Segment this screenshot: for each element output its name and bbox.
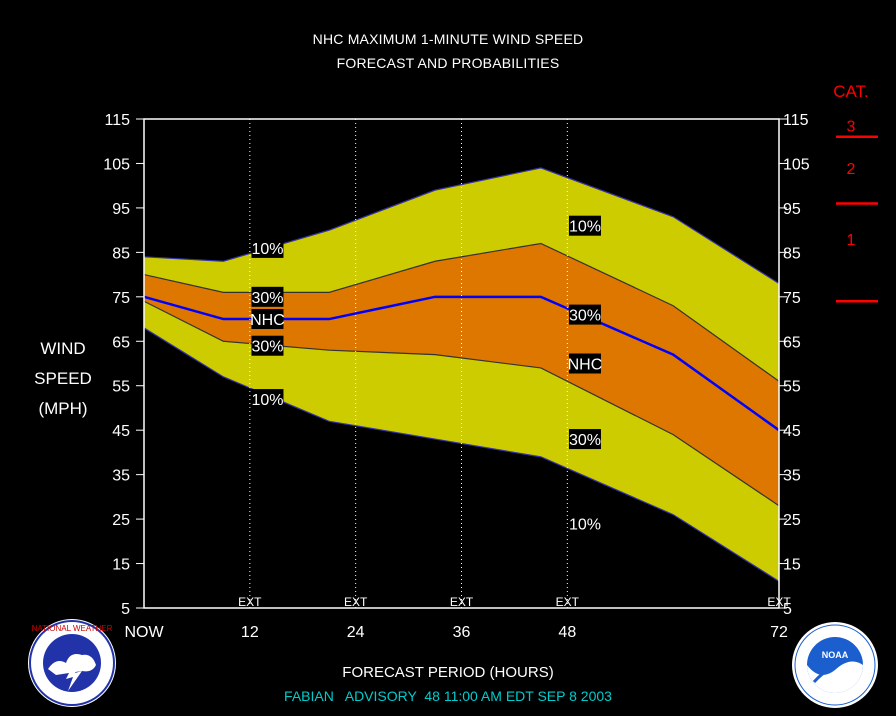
- series-label-box: [568, 353, 601, 374]
- series-label: 10%: [569, 219, 601, 236]
- category-title: CAT.: [833, 82, 869, 101]
- y-tick-label-left: 45: [112, 423, 130, 440]
- y-tick-label-right: 75: [783, 290, 801, 307]
- series-label-box: [568, 215, 601, 236]
- nws-logo: NATIONAL WEATHER: [28, 619, 116, 707]
- series-label-box: [251, 309, 284, 330]
- y-axis-label-line2: SPEED: [34, 369, 92, 388]
- series-label: 30%: [251, 339, 283, 356]
- line-upper-10: [143, 167, 780, 284]
- series-label-box: [568, 429, 601, 450]
- svg-text:NATIONAL WEATHER: NATIONAL WEATHER: [32, 624, 113, 633]
- ext-label: EXT: [450, 595, 474, 609]
- y-tick-label-right: 115: [783, 112, 809, 129]
- y-tick-label-left: 15: [112, 557, 130, 574]
- y-tick-label-right: 105: [783, 156, 810, 173]
- ext-label: EXT: [344, 595, 368, 609]
- series-label-box: [251, 237, 284, 258]
- line-lower-10: [143, 327, 780, 582]
- series-label: 30%: [251, 290, 283, 307]
- series-label: NHC: [568, 357, 603, 374]
- y-tick-label-left: 115: [104, 112, 130, 129]
- x-tick-label: NOW: [124, 624, 164, 641]
- line-upper-30: [143, 242, 780, 382]
- chart-title-line1: NHC MAXIMUM 1-MINUTE WIND SPEED: [312, 31, 584, 47]
- y-tick-label-right: 95: [783, 201, 801, 218]
- x-tick-label: 12: [241, 624, 259, 641]
- series-label: 30%: [569, 432, 601, 449]
- x-tick-label: 72: [770, 624, 788, 641]
- y-tick-label-right: 65: [783, 334, 801, 351]
- y-tick-label-left: 95: [112, 201, 130, 218]
- nhc-forecast-line: [143, 295, 780, 432]
- category-label: 2: [847, 161, 856, 178]
- x-tick-label: 24: [347, 624, 365, 641]
- y-tick-label-right: 25: [783, 512, 801, 529]
- series-label-box: [251, 335, 284, 356]
- y-tick-label-right: 5: [783, 601, 792, 618]
- ext-label: EXT: [556, 595, 580, 609]
- y-tick-label-right: 35: [783, 468, 801, 485]
- series-label: 30%: [569, 308, 601, 325]
- y-tick-label-left: 85: [112, 245, 130, 262]
- band-10-percent: [144, 167, 779, 582]
- y-tick-label-right: 45: [783, 423, 801, 440]
- series-label-box: [568, 513, 601, 534]
- y-tick-label-left: 35: [112, 468, 130, 485]
- y-axis-label-line3: (MPH): [38, 399, 88, 418]
- series-label-box: [251, 389, 284, 410]
- line-lower-30: [143, 300, 780, 507]
- category-label: 3: [847, 119, 856, 136]
- svg-text:NOAA: NOAA: [822, 650, 849, 660]
- x-tick-label: 48: [558, 624, 576, 641]
- x-axis-label: FORECAST PERIOD (HOURS): [342, 664, 554, 681]
- series-label: 10%: [251, 241, 283, 258]
- y-tick-label-left: 65: [112, 334, 130, 351]
- y-tick-label-left: 55: [112, 379, 130, 396]
- series-label: 10%: [569, 517, 601, 534]
- x-tick-label: 36: [453, 624, 471, 641]
- y-tick-label-left: 75: [112, 290, 130, 307]
- series-label: NHC: [250, 312, 285, 329]
- chart-title-line2: FORECAST AND PROBABILITIES: [336, 55, 560, 71]
- y-tick-label-right: 55: [783, 379, 801, 396]
- noaa-logo: NOAA: [792, 622, 878, 708]
- y-axis-label-line1: WIND: [40, 339, 86, 358]
- y-tick-label-right: 15: [783, 557, 801, 574]
- y-tick-label-left: 5: [121, 601, 130, 618]
- band-30-percent: [144, 243, 779, 506]
- advisory-line: FABIAN ADVISORY 48 11:00 AM EDT SEP 8 20…: [284, 688, 612, 704]
- y-tick-label-left: 105: [103, 156, 130, 173]
- category-label: 1: [847, 232, 856, 249]
- y-tick-label-right: 85: [783, 245, 801, 262]
- y-tick-label-left: 25: [112, 512, 130, 529]
- series-label-box: [568, 304, 601, 325]
- series-label: 10%: [251, 392, 283, 409]
- ext-label: EXT: [238, 595, 262, 609]
- series-label-box: [251, 286, 284, 307]
- ext-label: EXT: [767, 595, 791, 609]
